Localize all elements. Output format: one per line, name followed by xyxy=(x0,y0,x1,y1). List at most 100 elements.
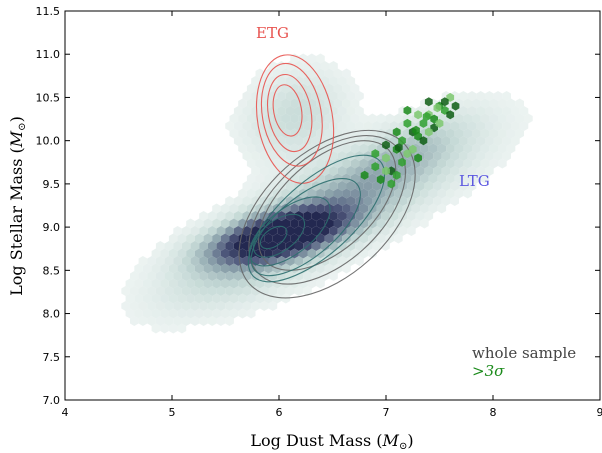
significant-point xyxy=(382,166,390,176)
hex-cell xyxy=(311,241,321,251)
hex-cell xyxy=(194,278,204,289)
hex-cell xyxy=(264,173,273,184)
hex-cell xyxy=(242,286,252,296)
hex-cell xyxy=(368,173,377,184)
hex-cell xyxy=(428,158,438,169)
hex-cell xyxy=(350,233,360,244)
hex-cell xyxy=(355,241,364,251)
hex-cell xyxy=(251,256,260,266)
hex-cell xyxy=(277,181,286,191)
hex-cell xyxy=(298,128,308,139)
hex-cell xyxy=(285,121,295,131)
hex-cell xyxy=(242,196,252,206)
hex-cell xyxy=(524,113,533,124)
hex-cell xyxy=(125,308,135,319)
hex-cell xyxy=(420,143,429,154)
hex-cell xyxy=(186,278,195,289)
hex-cell xyxy=(467,181,477,191)
hex-cell xyxy=(168,323,178,334)
hex-cell xyxy=(350,248,360,259)
hex-cell xyxy=(342,188,351,199)
hex-cell xyxy=(246,158,256,169)
hex-cell xyxy=(502,121,511,131)
y-tick-label: 8.5 xyxy=(43,264,61,277)
hex-cell xyxy=(329,196,338,206)
hex-cell xyxy=(476,106,485,116)
hex-cell xyxy=(173,301,182,311)
hex-cell xyxy=(454,158,464,169)
significant-point xyxy=(392,127,401,137)
hex-cell xyxy=(181,271,191,281)
hex-cell xyxy=(493,106,503,116)
hex-cell xyxy=(290,263,299,274)
hex-cell xyxy=(203,293,213,304)
etg-label: ETG xyxy=(256,24,289,42)
hex-cell xyxy=(359,188,369,199)
hex-cell xyxy=(199,316,208,326)
hex-cell xyxy=(346,121,356,131)
significant-point xyxy=(360,170,369,180)
contour-etg xyxy=(267,73,313,153)
hex-cell xyxy=(238,278,247,289)
hex-cell xyxy=(190,271,200,281)
hex-cell xyxy=(155,241,165,251)
hex-cell xyxy=(342,263,351,274)
hex-cell xyxy=(125,293,135,304)
hex-cell xyxy=(220,293,230,304)
hex-cell xyxy=(428,203,438,214)
hex-cell xyxy=(502,91,511,101)
hex-cell xyxy=(194,263,204,274)
hex-cell xyxy=(151,323,161,334)
hexbin-density xyxy=(121,53,533,334)
hex-cell xyxy=(368,188,377,199)
hex-cell xyxy=(311,226,321,236)
hex-cell xyxy=(428,143,438,154)
hex-cell xyxy=(311,196,321,206)
significant-point xyxy=(387,179,396,189)
significant-point xyxy=(398,136,406,146)
hex-cell xyxy=(147,286,156,296)
hex-cell xyxy=(489,98,498,109)
hex-cell xyxy=(363,151,373,161)
hex-cell xyxy=(463,113,472,124)
hex-cell xyxy=(333,83,343,94)
hex-cell xyxy=(446,158,455,169)
hex-cell xyxy=(450,166,459,176)
hex-cell xyxy=(190,226,200,236)
hex-cell xyxy=(346,166,356,176)
hex-cell xyxy=(446,188,455,199)
hex-cell xyxy=(346,151,356,161)
hex-cell xyxy=(212,263,221,274)
hex-cell xyxy=(177,308,187,319)
hex-cell xyxy=(225,196,234,206)
hex-cell xyxy=(181,286,191,296)
hex-cell xyxy=(281,98,291,109)
hex-cell xyxy=(160,308,169,319)
x-tick-label: 8 xyxy=(490,406,497,419)
hex-cell xyxy=(199,211,208,221)
hex-cell xyxy=(138,316,148,326)
hex-cell xyxy=(307,248,317,259)
hex-cell xyxy=(242,226,252,236)
hex-cell xyxy=(164,271,174,281)
hex-cell xyxy=(480,173,490,184)
significant-point xyxy=(433,103,442,113)
hex-cell xyxy=(498,128,507,139)
hex-cell xyxy=(320,181,330,191)
hex-cell xyxy=(277,76,286,86)
hex-cell xyxy=(311,166,321,176)
hex-cell xyxy=(207,301,217,311)
hex-cell xyxy=(229,293,239,304)
hex-cell xyxy=(407,136,416,146)
hex-cell xyxy=(207,241,217,251)
hex-cell xyxy=(320,61,330,71)
hex-cell xyxy=(459,151,468,161)
hex-cell xyxy=(498,98,507,109)
hex-cell xyxy=(311,121,321,131)
hex-cell xyxy=(350,98,360,109)
hex-cell xyxy=(199,226,208,236)
hex-cell xyxy=(398,181,408,191)
y-tick-label: 9.5 xyxy=(43,178,61,191)
y-tick-label: 11.0 xyxy=(36,48,61,61)
significant-point xyxy=(403,105,412,115)
